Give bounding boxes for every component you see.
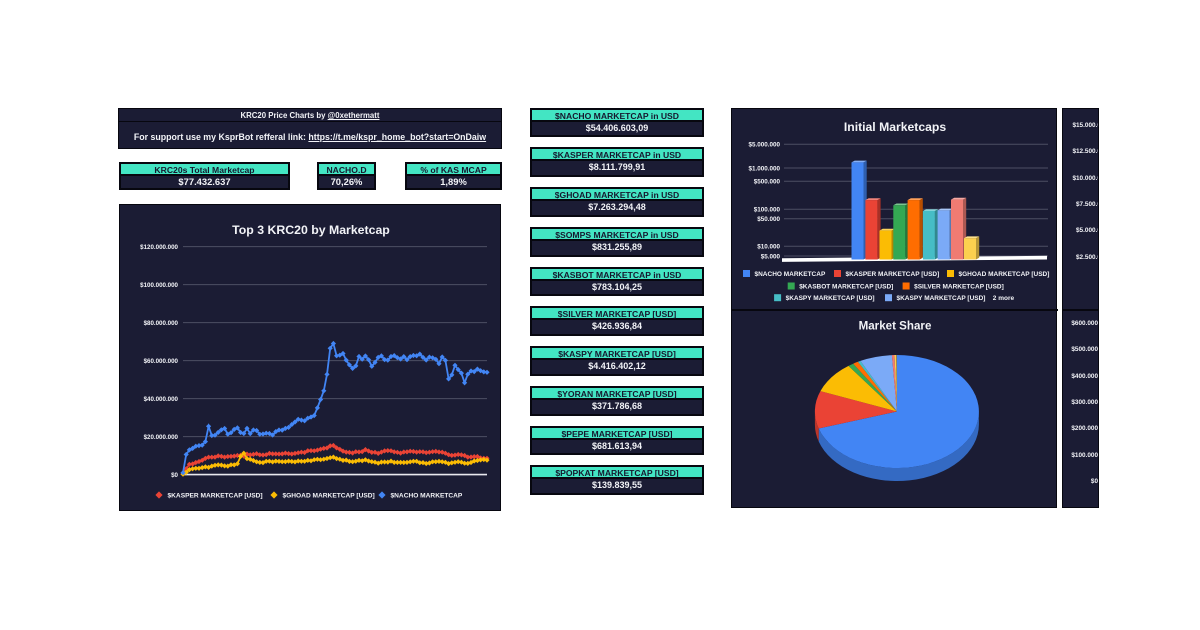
svg-text:$5.000: $5.000: [761, 253, 781, 260]
svg-text:$GHOAD MARKETCAP [USD]: $GHOAD MARKETCAP [USD]: [283, 493, 375, 500]
svg-text:$50.000: $50.000: [757, 216, 780, 223]
svg-text:$40.000.000: $40.000.000: [144, 396, 179, 403]
svg-text:$GHOAD MARKETCAP [USD]: $GHOAD MARKETCAP [USD]: [959, 271, 1050, 278]
svg-text:$NACHO MARKETCAP: $NACHO MARKETCAP: [755, 271, 826, 278]
svg-text:$0: $0: [171, 472, 178, 479]
svg-text:$120.000.000: $120.000.000: [140, 244, 178, 251]
svg-text:$1.000.000: $1.000.000: [748, 165, 780, 172]
svg-text:$KASBOT MARKETCAP [USD]: $KASBOT MARKETCAP [USD]: [799, 284, 893, 291]
svg-text:Market Share: Market Share: [859, 320, 932, 333]
svg-text:$5.000.000: $5.000.000: [748, 142, 780, 149]
svg-text:$10.000: $10.000: [757, 244, 780, 251]
svg-text:$100.000: $100.000: [754, 207, 781, 214]
svg-text:$KASPY MARKETCAP [USD]: $KASPY MARKETCAP [USD]: [897, 295, 986, 302]
svg-text:$KASPER MARKETCAP [USD]: $KASPER MARKETCAP [USD]: [846, 271, 940, 278]
svg-text:$KASPER MARKETCAP [USD]: $KASPER MARKETCAP [USD]: [168, 493, 263, 500]
svg-text:Initial Marketcaps: Initial Marketcaps: [844, 120, 947, 134]
svg-text:$500.000: $500.000: [754, 179, 781, 186]
svg-text:$100.000.000: $100.000.000: [140, 282, 178, 289]
svg-text:$60.000.000: $60.000.000: [144, 358, 179, 365]
svg-text:$SILVER MARKETCAP [USD]: $SILVER MARKETCAP [USD]: [914, 284, 1004, 291]
svg-text:$80.000.000: $80.000.000: [144, 320, 179, 327]
svg-text:$KASPY MARKETCAP [USD]: $KASPY MARKETCAP [USD]: [786, 295, 875, 302]
svg-text:2 more: 2 more: [993, 295, 1015, 302]
svg-text:Top 3 KRC20 by Marketcap: Top 3 KRC20 by Marketcap: [232, 223, 390, 237]
svg-text:$NACHO MARKETCAP: $NACHO MARKETCAP: [391, 493, 463, 500]
svg-text:$20.000.000: $20.000.000: [144, 434, 179, 441]
